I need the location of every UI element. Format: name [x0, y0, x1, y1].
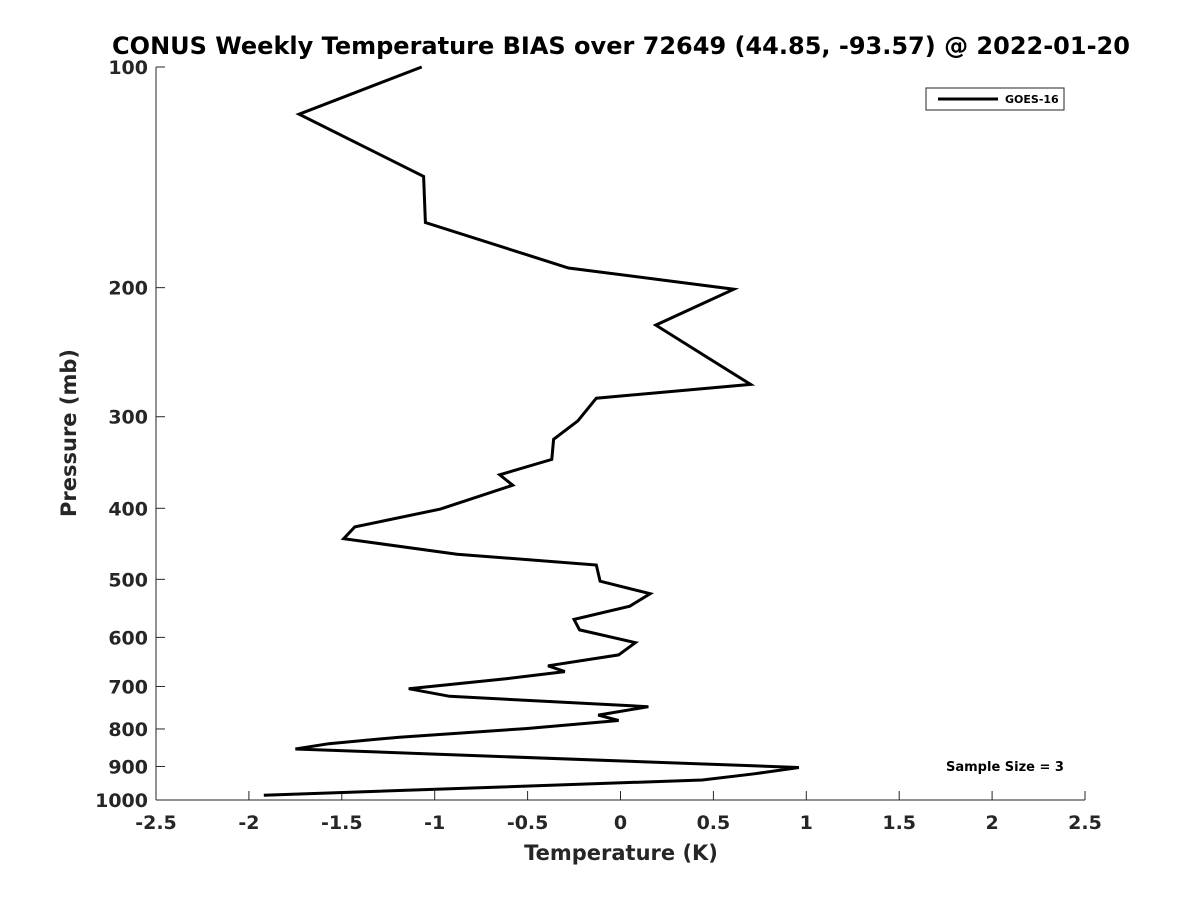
x-tick-label: -0.5	[507, 812, 549, 834]
x-tick-label: 2	[985, 812, 998, 834]
y-tick-label: 700	[108, 676, 148, 698]
x-tick-label: 0.5	[697, 812, 731, 834]
x-tick-label: -1.5	[321, 812, 363, 834]
legend-entry-goes16: GOES-16	[1005, 93, 1059, 106]
y-tick-label: 900	[108, 756, 148, 778]
x-tick-label: 0	[614, 812, 627, 834]
y-axis-ticks: 100 200 300 400 500 600 700 800 900 1000	[95, 57, 165, 812]
y-tick-label: 500	[108, 569, 148, 591]
x-tick-label: -2	[238, 812, 259, 834]
series-line-goes16	[263, 65, 800, 797]
chart-title: CONUS Weekly Temperature BIAS over 72649…	[112, 32, 1130, 60]
x-tick-label: 1	[800, 812, 813, 834]
x-axis-label: Temperature (K)	[524, 841, 718, 865]
y-axis-label: Pressure (mb)	[57, 349, 81, 517]
y-tick-label: 800	[108, 719, 148, 741]
x-tick-label: 2.5	[1068, 812, 1102, 834]
x-tick-label: 1.5	[882, 812, 916, 834]
x-axis-ticks: -2.5 -2 -1.5 -1 -0.5 0 0.5 1 1.5 2 2.5	[135, 791, 1102, 834]
y-tick-label: 100	[108, 57, 148, 79]
y-tick-label: 300	[108, 407, 148, 429]
y-tick-label: 400	[108, 498, 148, 520]
sample-size-annotation: Sample Size = 3	[946, 760, 1064, 775]
x-tick-label: -2.5	[135, 812, 177, 834]
y-tick-label: 600	[108, 627, 148, 649]
y-tick-label: 200	[108, 278, 148, 300]
x-tick-label: -1	[424, 812, 445, 834]
y-tick-label: 1000	[95, 790, 148, 812]
legend: GOES-16	[925, 87, 1065, 111]
